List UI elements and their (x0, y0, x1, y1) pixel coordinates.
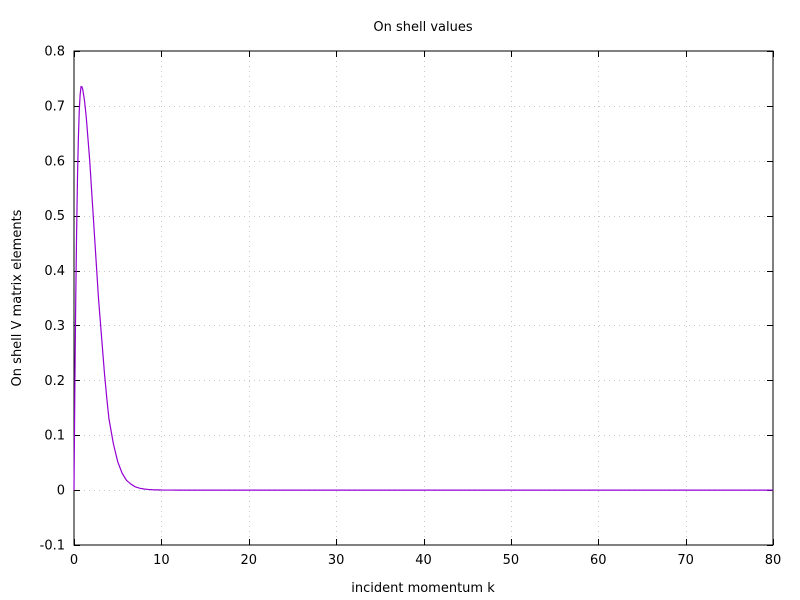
y-tick-label: 0.8 (44, 45, 65, 60)
plot-frame (73, 50, 774, 546)
x-tick-label: 40 (415, 553, 432, 568)
grid-lines (74, 51, 773, 545)
series-line (73, 86, 773, 491)
x-tick-label: 0 (70, 553, 78, 568)
x-tick-label: 30 (328, 553, 345, 568)
x-axis-title: incident momentum k (351, 581, 495, 596)
y-tick-label: 0.4 (44, 264, 65, 279)
x-tick-label: 70 (677, 553, 694, 568)
x-tick-label: 80 (765, 553, 782, 568)
y-axis-title: On shell V matrix elements (10, 209, 25, 386)
y-tick-label: 0 (57, 484, 65, 499)
x-tick-label: 10 (153, 553, 170, 568)
y-tick-label: -0.1 (40, 539, 65, 554)
y-tick-label: 0.3 (44, 319, 65, 334)
tick-labels: 0 10 20 30 40 50 60 70 80 -0.1 0 0.1 0.2 0.3 0.4 0.5 0.6… (40, 45, 782, 569)
chart-title: On shell values (373, 20, 472, 35)
x-tick-label: 50 (503, 553, 520, 568)
tick-marks (74, 51, 774, 546)
y-tick-label: 0.5 (44, 209, 65, 224)
x-tick-label: 20 (240, 553, 257, 568)
y-tick-label: 0.2 (44, 374, 65, 389)
x-tick-label: 60 (590, 553, 607, 568)
y-tick-label: 0.6 (44, 154, 65, 169)
y-tick-label: 0.7 (44, 99, 65, 114)
y-tick-label: 0.1 (44, 429, 65, 444)
